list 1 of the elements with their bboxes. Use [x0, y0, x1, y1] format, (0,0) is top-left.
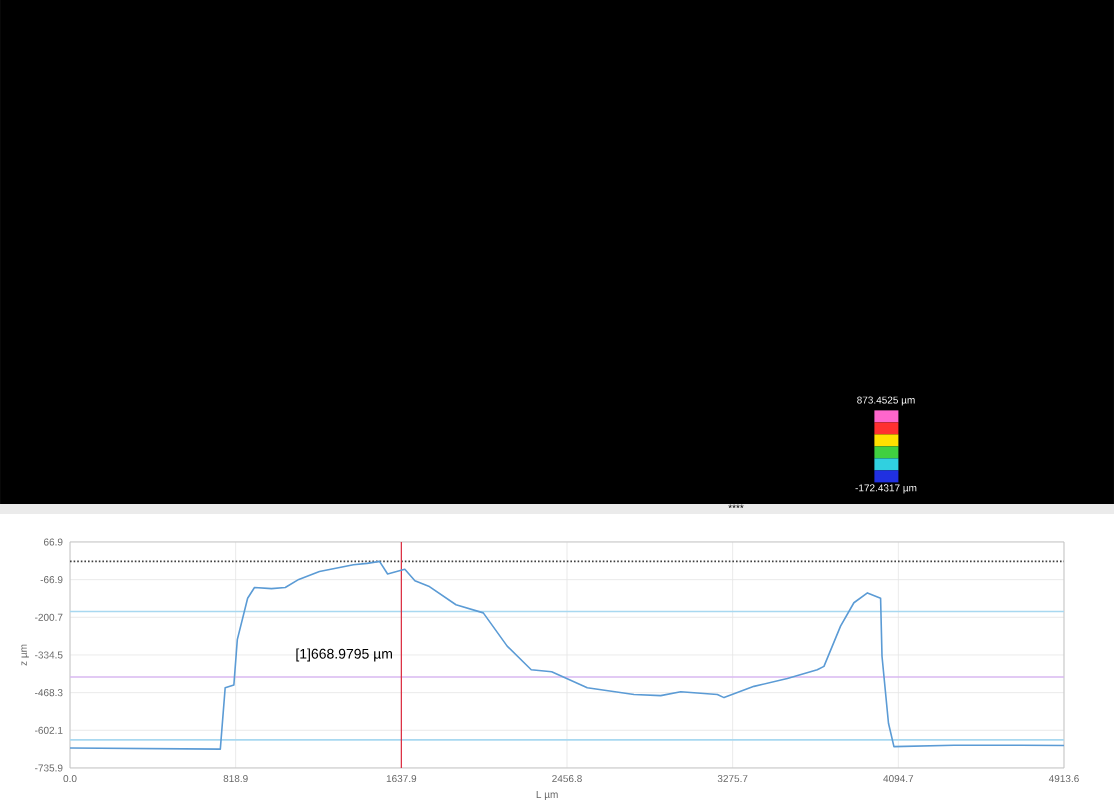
- line-series: [69, 560, 1065, 750]
